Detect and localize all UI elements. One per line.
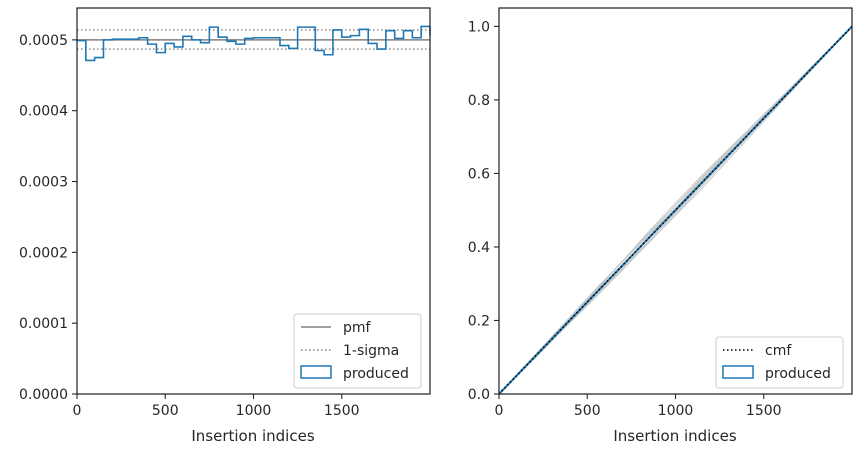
pmf-x-ticks: 0 500 1000 1500 xyxy=(73,394,360,419)
legend-produced-label: produced xyxy=(343,366,409,382)
pmf-y-tick-label: 0.0005 xyxy=(19,33,68,49)
cmf-y-tick-label: 0.4 xyxy=(468,240,490,256)
legend-pmf-label: pmf xyxy=(343,320,372,336)
cmf-x-tick-label: 1500 xyxy=(746,403,782,419)
cmf-y-tick-label: 0.2 xyxy=(468,313,490,329)
pmf-x-tick-label: 1000 xyxy=(236,403,272,419)
pmf-y-tick-label: 0.0004 xyxy=(19,104,68,120)
pmf-y-ticks: 0.0000 0.0001 0.0002 0.0003 0.0004 0.0005 xyxy=(19,33,77,403)
legend-cmf-produced-swatch xyxy=(722,365,754,379)
cmf-legend: cmf produced xyxy=(715,336,844,389)
cmf-y-ticks: 0.0 0.2 0.4 0.6 0.8 1.0 xyxy=(468,19,499,403)
pmf-x-tick-label: 500 xyxy=(152,403,179,419)
cmf-x-ticks: 0 500 1000 1500 xyxy=(495,394,782,419)
cmf-y-tick-label: 1.0 xyxy=(468,19,490,35)
cmf-x-axis-label: Insertion indices xyxy=(613,427,736,445)
legend-cmf-produced-label: produced xyxy=(765,366,831,382)
cmf-panel: 0 500 1000 1500 0.0 0.2 0.4 0.6 0.8 1.0 Insertio… xyxy=(468,7,853,445)
pmf-y-tick-label: 0.0002 xyxy=(19,245,68,261)
cmf-lines-group xyxy=(498,25,853,395)
cmf-x-tick-label: 0 xyxy=(495,403,504,419)
produced-step-group xyxy=(77,25,431,62)
pmf-panel: 0 500 1000 1500 0.00000.00010.00020.00030.0… xyxy=(19,7,431,445)
pmf-sigma-lines xyxy=(77,29,430,50)
pmf-legend: pmf 1-sigma produced xyxy=(293,313,422,389)
cmf-x-tick-label: 500 xyxy=(574,403,601,419)
legend-cmf-label: cmf xyxy=(765,343,792,359)
legend-sigma-label: 1-sigma xyxy=(343,343,399,359)
cmf-y-tick-label: 0.6 xyxy=(468,166,490,182)
pmf-y-tick-label: 0.0003 xyxy=(19,175,68,191)
cmf-y-tick-label: 0.8 xyxy=(468,93,490,109)
cmf-realisation-line xyxy=(498,26,853,395)
pmf-y-tick-label: 0.0001 xyxy=(19,316,68,332)
pmf-x-tick-label: 0 xyxy=(73,403,82,419)
pmf-legend-box xyxy=(293,313,422,389)
legend-produced-swatch xyxy=(300,365,332,379)
pmf-x-tick-label: 1500 xyxy=(324,403,360,419)
cmf-x-tick-label: 1000 xyxy=(658,403,694,419)
cmf-line xyxy=(498,25,853,395)
cmf-y-tick-label: 0.0 xyxy=(468,387,490,403)
pmf-x-axis-label: Insertion indices xyxy=(191,427,314,445)
pmf-y-tick-label: 0.0000 xyxy=(19,387,68,403)
produced-step-line xyxy=(77,25,431,62)
